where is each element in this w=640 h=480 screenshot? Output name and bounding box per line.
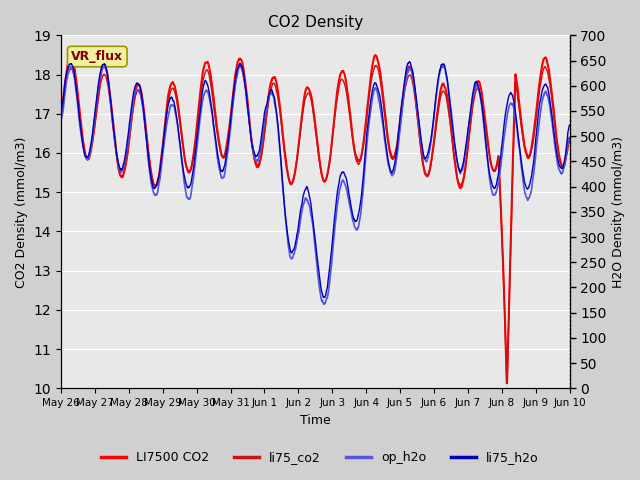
op_h2o xyxy=(305,201,312,206)
X-axis label: Time: Time xyxy=(300,414,331,427)
li75_co2 xyxy=(83,156,91,162)
op_h2o xyxy=(551,145,559,151)
li75_co2 xyxy=(503,381,511,386)
Line: li75_co2: li75_co2 xyxy=(61,65,570,384)
op_h2o xyxy=(100,63,108,69)
Line: li75_h2o: li75_h2o xyxy=(61,62,570,298)
op_h2o xyxy=(321,301,328,307)
Line: LI7500 CO2: LI7500 CO2 xyxy=(61,55,570,384)
Legend: LI7500 CO2, li75_co2, op_h2o, li75_h2o: LI7500 CO2, li75_co2, op_h2o, li75_h2o xyxy=(96,446,544,469)
LI7500 CO2 xyxy=(552,124,559,130)
li75_h2o xyxy=(320,295,328,300)
LI7500 CO2 xyxy=(305,85,312,91)
op_h2o xyxy=(552,147,559,153)
li75_h2o xyxy=(458,165,466,170)
LI7500 CO2 xyxy=(371,52,379,58)
li75_co2 xyxy=(551,126,559,132)
li75_co2 xyxy=(305,90,312,96)
op_h2o xyxy=(291,247,299,253)
Line: op_h2o: op_h2o xyxy=(61,66,570,304)
LI7500 CO2 xyxy=(458,184,466,190)
LI7500 CO2 xyxy=(503,381,511,386)
li75_h2o xyxy=(406,59,413,65)
LI7500 CO2 xyxy=(291,171,299,177)
LI7500 CO2 xyxy=(551,121,559,127)
LI7500 CO2 xyxy=(566,135,573,141)
op_h2o xyxy=(83,156,91,162)
Y-axis label: CO2 Density (mmol/m3): CO2 Density (mmol/m3) xyxy=(15,136,28,288)
op_h2o xyxy=(57,116,65,121)
Text: VR_flux: VR_flux xyxy=(71,50,124,63)
Y-axis label: H2O Density (mmol/m3): H2O Density (mmol/m3) xyxy=(612,136,625,288)
li75_co2 xyxy=(57,115,65,120)
li75_co2 xyxy=(372,62,380,68)
LI7500 CO2 xyxy=(57,106,65,112)
li75_co2 xyxy=(458,180,466,186)
li75_h2o xyxy=(305,188,312,194)
li75_h2o xyxy=(566,122,573,128)
li75_h2o xyxy=(552,142,559,147)
li75_h2o xyxy=(57,107,65,113)
Title: CO2 Density: CO2 Density xyxy=(268,15,363,30)
li75_co2 xyxy=(291,169,299,175)
op_h2o xyxy=(458,167,466,172)
li75_h2o xyxy=(551,140,559,145)
li75_co2 xyxy=(566,139,573,144)
li75_co2 xyxy=(552,129,559,134)
op_h2o xyxy=(566,135,573,141)
li75_h2o xyxy=(291,243,299,249)
LI7500 CO2 xyxy=(83,155,91,161)
li75_h2o xyxy=(83,155,91,160)
